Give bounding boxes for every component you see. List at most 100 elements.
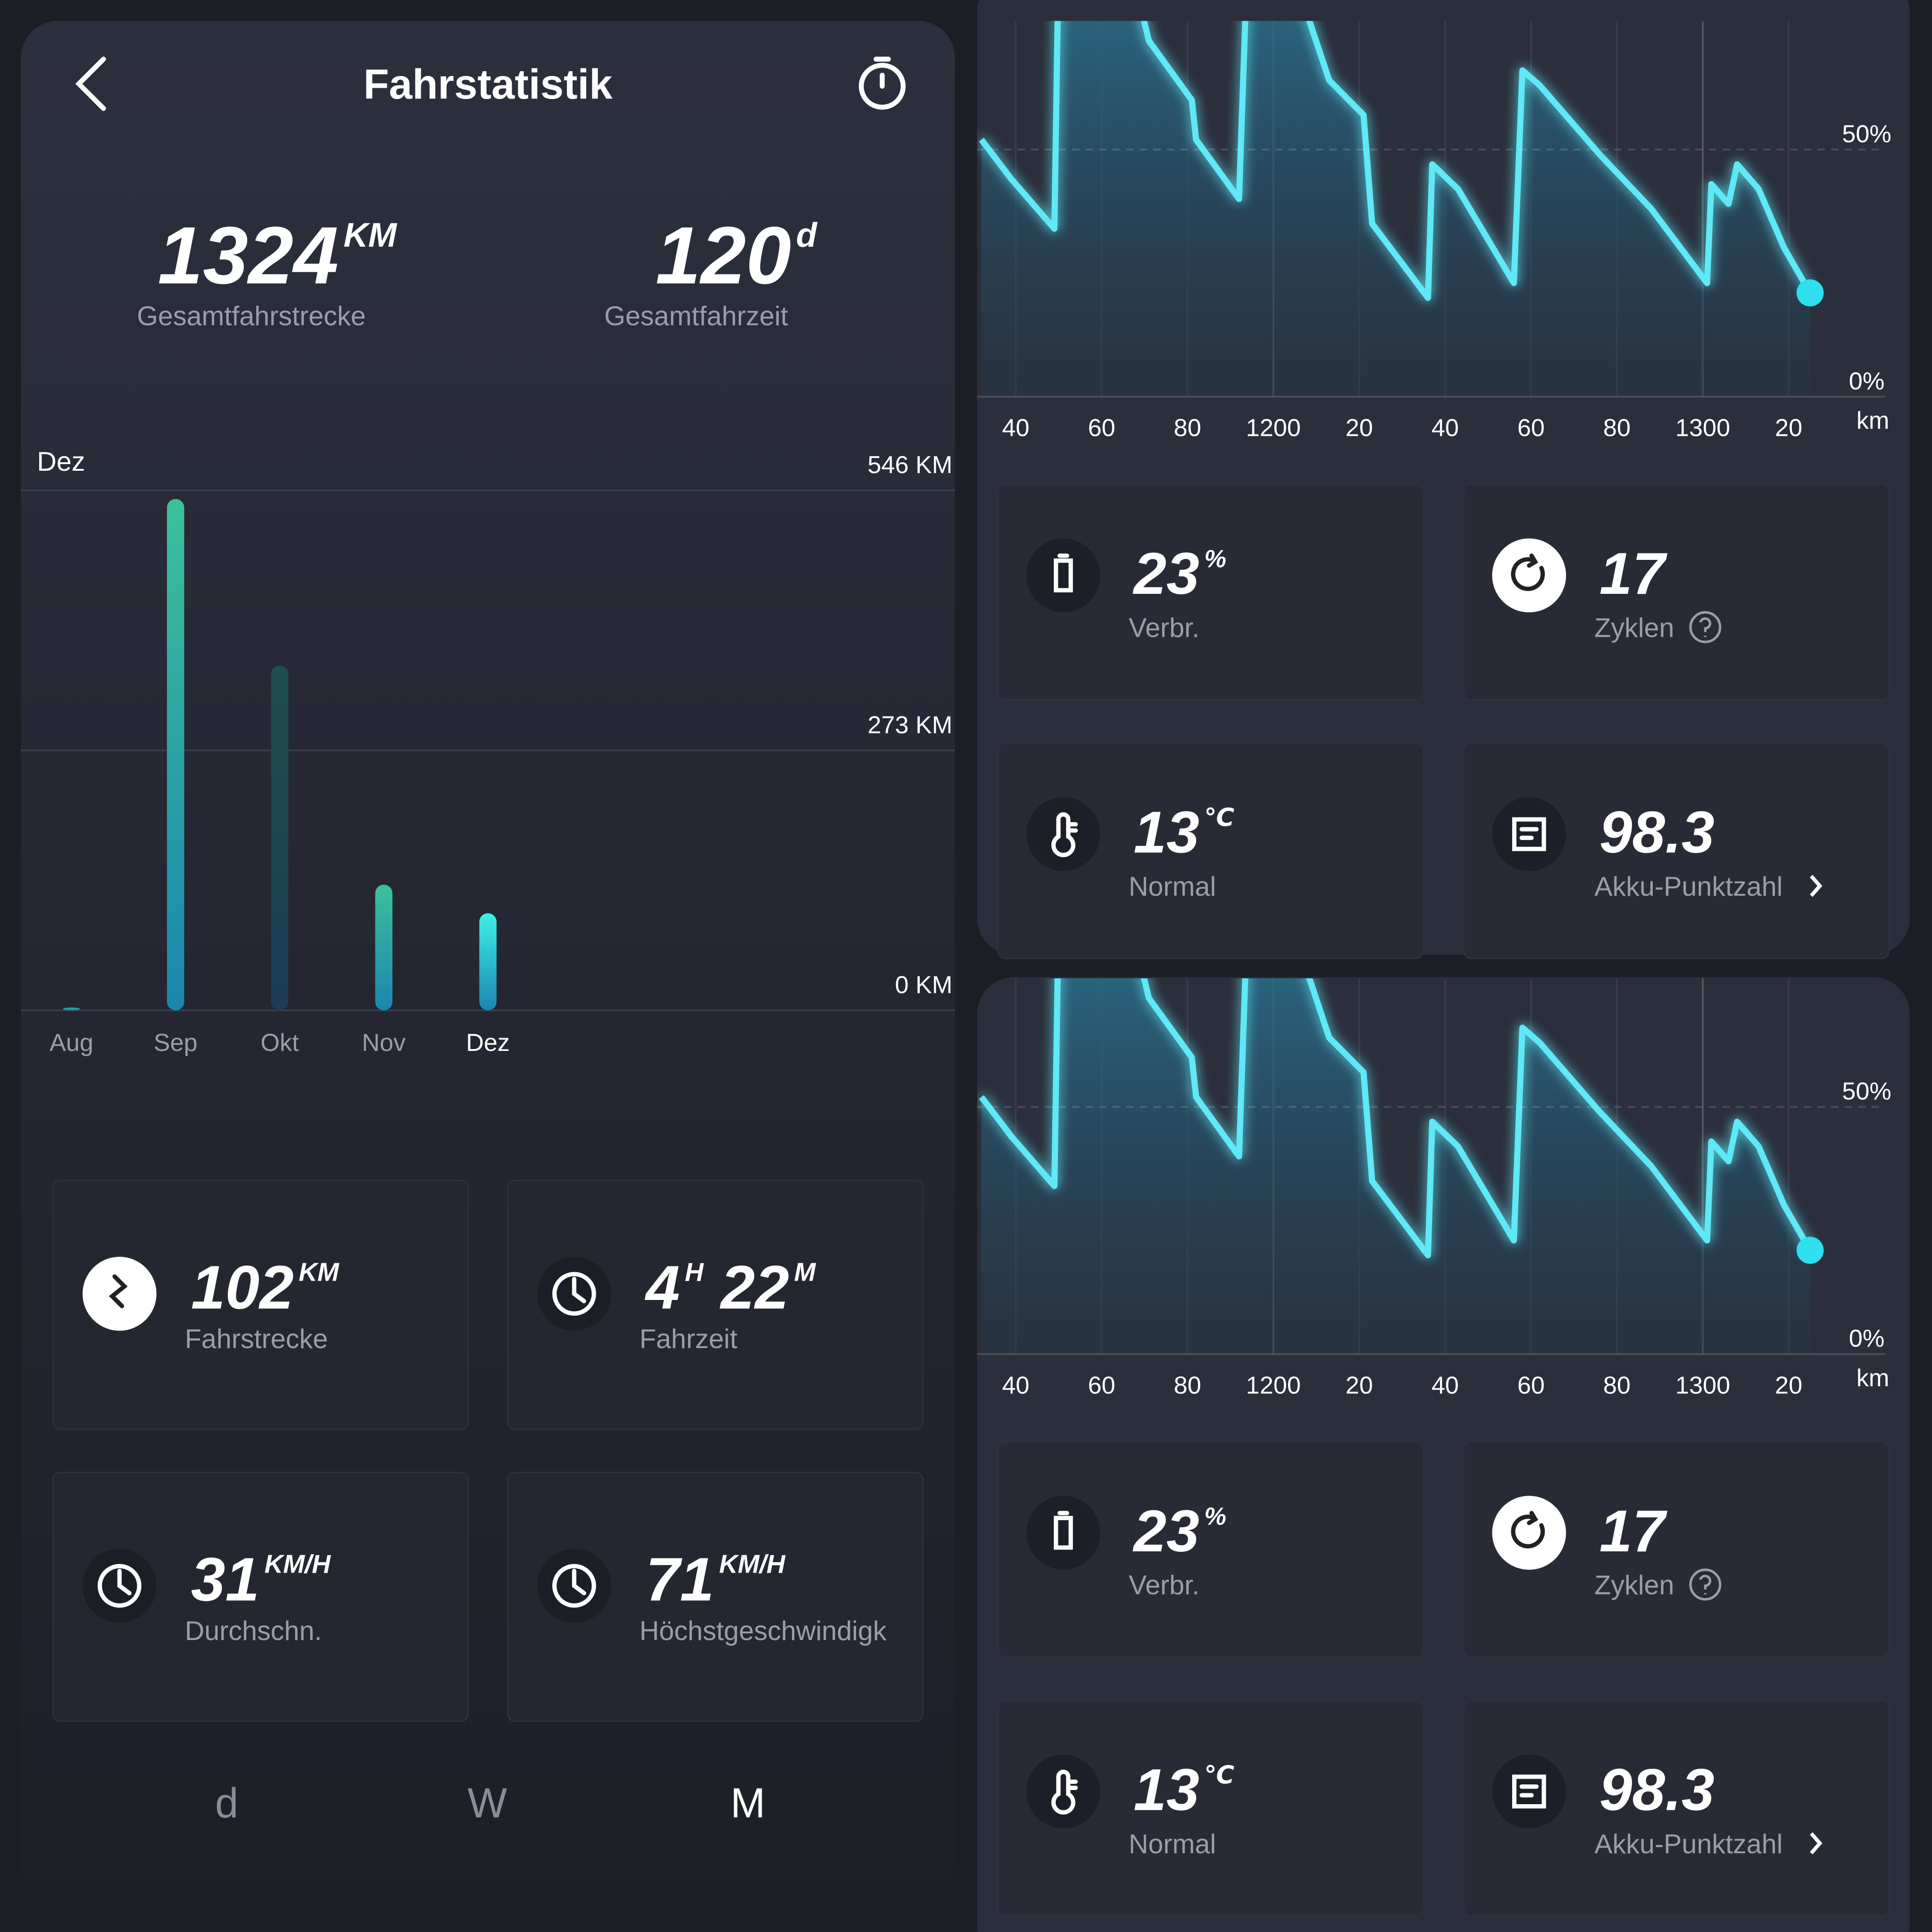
value-number: 17: [1599, 1498, 1668, 1564]
value: 102 KM: [191, 1253, 340, 1322]
period-tab[interactable]: M: [731, 1780, 766, 1826]
bar: [271, 666, 289, 1011]
value: 13 ℃: [1133, 1756, 1234, 1823]
stat-label: Akku-Punktzahl: [1594, 1829, 1782, 1859]
x-tick-label: 60: [1088, 415, 1115, 442]
x-axis-label: km: [1857, 1365, 1890, 1392]
x-tick-label: 20: [1775, 415, 1802, 442]
line-chart: [979, 978, 1813, 1354]
area: [981, 21, 1810, 397]
x-tick-label: 60: [1517, 415, 1545, 442]
stat-card: [997, 1441, 1424, 1658]
stat-card: [997, 483, 1424, 701]
x-tick-label: Aug: [50, 1029, 93, 1057]
timer-button[interactable]: [858, 57, 906, 110]
icon-glyph: [1051, 1769, 1078, 1815]
x-tick-label: 1200: [1246, 415, 1301, 442]
value-number: 102: [191, 1253, 294, 1322]
value-unit: KM/H: [265, 1549, 332, 1579]
stat-icon: [1026, 538, 1100, 613]
x-tick-label: 80: [1603, 1372, 1631, 1399]
stat-icon: [1492, 538, 1566, 613]
line-chart: [979, 21, 1813, 397]
stat-label: Normal: [1129, 1829, 1216, 1859]
x-tick-label: 1300: [1675, 1372, 1730, 1399]
value-number: 23: [1133, 540, 1199, 607]
stat-card: [507, 1472, 924, 1722]
stat-icon: [1026, 1754, 1100, 1829]
stat-label: Verbr.: [1129, 613, 1199, 643]
stat-label: Akku-Punktzahl: [1594, 872, 1782, 902]
stat-icon: [1026, 1496, 1100, 1570]
icon-glyph: [552, 1272, 596, 1316]
icon-glyph: [1054, 553, 1073, 592]
stat-icon: [83, 1257, 157, 1331]
icon-glyph: [1512, 817, 1546, 851]
value-number: 22: [719, 1253, 789, 1322]
icon-glyph: [552, 1564, 596, 1608]
value: 17: [1599, 540, 1668, 607]
icon-glyph: [108, 1274, 128, 1308]
value-unit: %: [1204, 545, 1226, 573]
value-unit: M: [794, 1257, 816, 1286]
value-number: 1324: [158, 210, 339, 301]
stat-card: [1463, 742, 1890, 959]
help-glyph: [1699, 617, 1712, 637]
help-button[interactable]: [1689, 1568, 1722, 1601]
value-number: 17: [1599, 540, 1668, 607]
value: 98.3: [1599, 1756, 1715, 1823]
line: [979, 978, 1813, 1258]
back-button[interactable]: [75, 57, 106, 111]
x-tick-label: 80: [1174, 415, 1201, 442]
stat-card: [997, 742, 1424, 959]
value-unit: d: [796, 216, 818, 254]
x-tick-label: Sep: [154, 1029, 198, 1057]
value-number: 13: [1133, 799, 1199, 866]
stat-label: Zyklen: [1594, 613, 1674, 643]
y-tick-label: 50%: [1842, 1078, 1891, 1105]
value-number: 31: [191, 1545, 259, 1614]
stat-card: [1463, 1441, 1890, 1658]
x-tick-label: 40: [1002, 1372, 1029, 1399]
period-tab[interactable]: d: [215, 1780, 238, 1826]
page-title: Fahrstatistik: [363, 61, 613, 108]
detail-chevron[interactable]: [1810, 874, 1823, 897]
value: 13 ℃: [1133, 799, 1234, 866]
x-tick-label: 80: [1174, 1372, 1201, 1399]
stat-icon: [1492, 1754, 1566, 1829]
bar: [375, 884, 392, 1011]
current-point: [1796, 279, 1824, 307]
value-number: 4: [644, 1253, 680, 1322]
x-tick-label: Okt: [260, 1029, 299, 1057]
value-unit: KM/H: [719, 1549, 786, 1579]
x-tick-label: 60: [1088, 1372, 1115, 1399]
spacer: [704, 1253, 721, 1322]
help-button[interactable]: [1689, 611, 1722, 643]
icon-glyph: [1512, 1774, 1546, 1809]
value: 17: [1599, 1498, 1668, 1564]
x-tick-label: 20: [1346, 1372, 1373, 1399]
stat-label: Fahrzeit: [640, 1324, 738, 1354]
line: [979, 21, 1813, 301]
detail-chevron[interactable]: [1810, 1832, 1823, 1855]
stat-icon: [1492, 797, 1566, 871]
x-tick-label: Dez: [466, 1029, 510, 1057]
value-number: 120: [656, 210, 791, 301]
value: 23%: [1133, 540, 1226, 607]
y-tick-label: 273 KM: [867, 711, 952, 739]
value-number: 98.3: [1599, 1756, 1715, 1823]
stat-card: [997, 1699, 1424, 1917]
help-glyph: [1699, 1574, 1712, 1595]
period-tab[interactable]: W: [467, 1780, 507, 1826]
x-tick-label: 1200: [1246, 1372, 1301, 1399]
stat-card: [507, 1180, 924, 1430]
current-point: [1796, 1236, 1824, 1264]
stat-icon: [1026, 797, 1100, 871]
stat-card: [52, 1180, 469, 1430]
icon-glyph: [1511, 553, 1545, 591]
bar: [167, 499, 184, 1011]
value: 71 KM/H: [646, 1545, 786, 1614]
value-number: 23: [1133, 1498, 1199, 1564]
value-unit: ℃: [1204, 1761, 1234, 1789]
